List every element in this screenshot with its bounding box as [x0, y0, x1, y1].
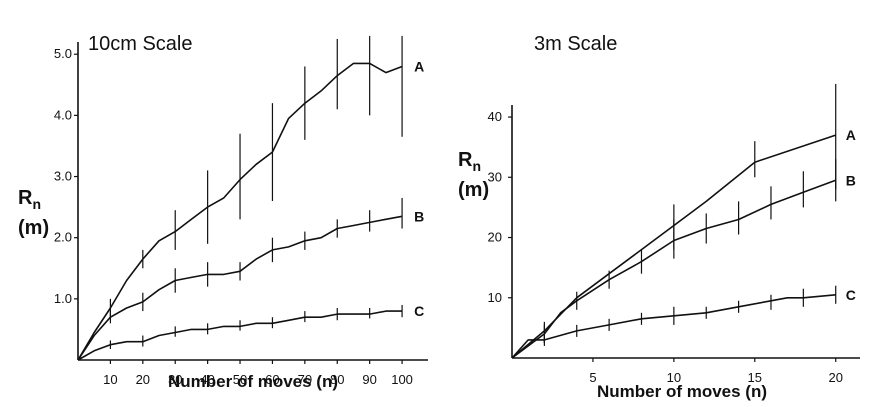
- y-tick-label: 4.0: [54, 107, 72, 122]
- chart-10cm: 10cm Scale Number of moves (n) Rn (m) 10…: [18, 33, 428, 391]
- x-tick-label: 10: [103, 372, 117, 387]
- x-tick-label: 90: [362, 372, 376, 387]
- y-ticks: 1.0 2.0 3.0 4.0 5.0: [54, 46, 78, 306]
- x-tick-label: 5: [589, 370, 596, 385]
- chart-title: 3m Scale: [534, 33, 617, 55]
- series-label-A: A: [846, 127, 856, 143]
- x-tick-label: 70: [298, 372, 312, 387]
- y-tick-label: 10: [488, 290, 502, 305]
- y-tick-label: 3.0: [54, 169, 72, 184]
- x-tick-label: 10: [667, 370, 681, 385]
- chart-3m: 3m Scale Number of moves (n) Rn (m) 5 10 1…: [458, 33, 860, 401]
- series-label-A: A: [414, 58, 424, 74]
- series-group: A B C: [511, 83, 856, 359]
- series-label-B: B: [846, 172, 856, 188]
- x-axis-label: Number of moves (n): [597, 382, 767, 401]
- x-ticks: 5 10 15 20: [589, 358, 843, 385]
- x-tick-label: 60: [265, 372, 279, 387]
- x-tick-label: 15: [748, 370, 762, 385]
- series-line-B: [77, 215, 403, 361]
- series-line-C: [511, 294, 836, 359]
- y-axis-label: Rn: [458, 149, 481, 174]
- series-label-C: C: [846, 287, 856, 303]
- y-axis-unit: (m): [18, 217, 49, 239]
- x-tick-label: 20: [828, 370, 842, 385]
- y-tick-label: 20: [488, 230, 502, 245]
- y-axis-unit: (m): [458, 179, 489, 201]
- chart-title: 10cm Scale: [88, 33, 193, 55]
- y-tick-label: 40: [488, 109, 502, 124]
- x-tick-label: 40: [200, 372, 214, 387]
- x-tick-label: 20: [136, 372, 150, 387]
- series-label-B: B: [414, 208, 424, 224]
- series-group: A B C: [77, 35, 424, 361]
- y-tick-label: 30: [488, 169, 502, 184]
- series-line-B: [511, 179, 836, 359]
- y-tick-label: 5.0: [54, 46, 72, 61]
- y-tick-label: 2.0: [54, 230, 72, 245]
- x-ticks: 10 20 30 40 50 60 70 80 90 100: [103, 360, 413, 387]
- x-tick-label: 30: [168, 372, 182, 387]
- x-axis-label: Number of moves (n): [168, 372, 338, 391]
- series-label-C: C: [414, 303, 424, 319]
- y-axis-label: Rn: [18, 187, 41, 212]
- series-line-C: [77, 310, 403, 361]
- x-tick-label: 80: [330, 372, 344, 387]
- y-ticks: 10 20 30 40: [488, 109, 512, 305]
- y-tick-label: 1.0: [54, 291, 72, 306]
- x-tick-label: 50: [233, 372, 247, 387]
- x-tick-label: 100: [391, 372, 413, 387]
